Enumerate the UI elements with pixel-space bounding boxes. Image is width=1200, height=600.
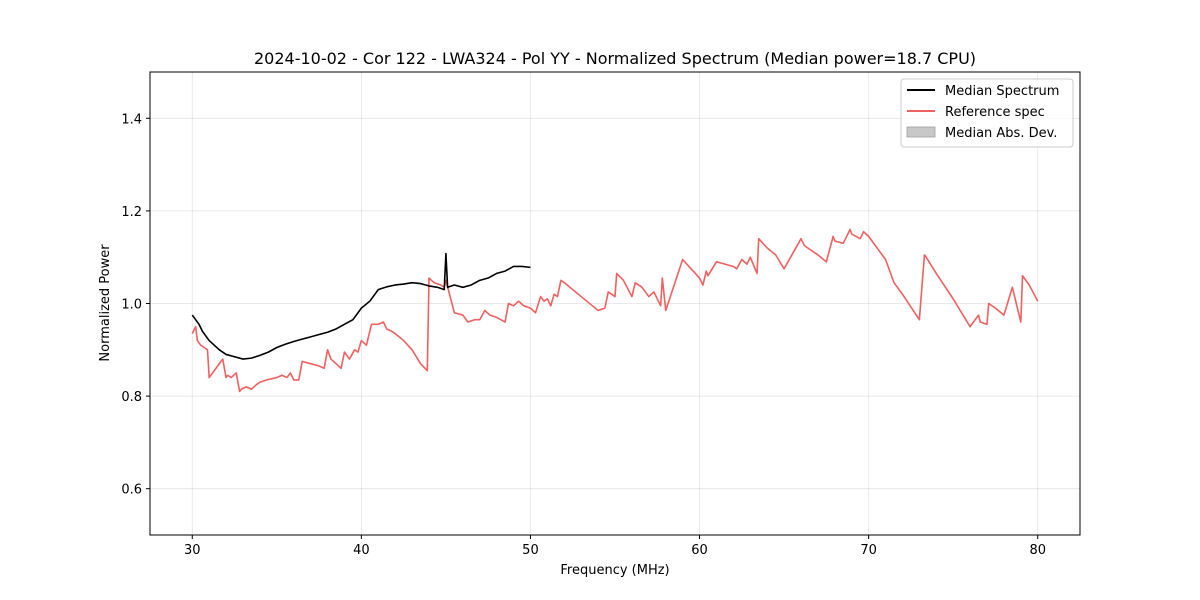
y-axis-ticks: 0.6 0.8 1.0 1.2 1.4	[121, 112, 150, 498]
x-tick-label: 70	[860, 543, 877, 558]
x-tick-label: 30	[184, 543, 201, 558]
x-axis-label: Frequency (MHz)	[560, 563, 669, 578]
y-tick-label: 1.2	[121, 205, 142, 220]
legend-reference-label: Reference spec	[945, 105, 1045, 120]
x-tick-label: 80	[1029, 543, 1046, 558]
reference-spec-line	[191, 228, 1039, 393]
y-tick-label: 0.8	[121, 390, 142, 405]
series-layer	[191, 228, 1039, 393]
x-axis-ticks: 30 40 50 60 70 80	[184, 535, 1046, 558]
chart-title: 2024-10-02 - Cor 122 - LWA324 - Pol YY -…	[254, 49, 976, 68]
legend-mad-patch	[906, 126, 936, 138]
y-tick-label: 0.6	[121, 483, 142, 498]
legend-median-label: Median Spectrum	[945, 84, 1059, 99]
y-tick-label: 1.4	[121, 112, 142, 127]
legend: Median Spectrum Reference spec Median Ab…	[900, 78, 1074, 148]
median-spectrum-line	[191, 252, 531, 360]
legend-frame	[900, 78, 1074, 148]
x-tick-label: 40	[353, 543, 370, 558]
x-tick-label: 50	[522, 543, 539, 558]
y-tick-label: 1.0	[121, 298, 142, 313]
y-axis-label: Normalized Power	[98, 244, 113, 362]
legend-mad-label: Median Abs. Dev.	[945, 126, 1057, 141]
x-tick-label: 60	[691, 543, 708, 558]
